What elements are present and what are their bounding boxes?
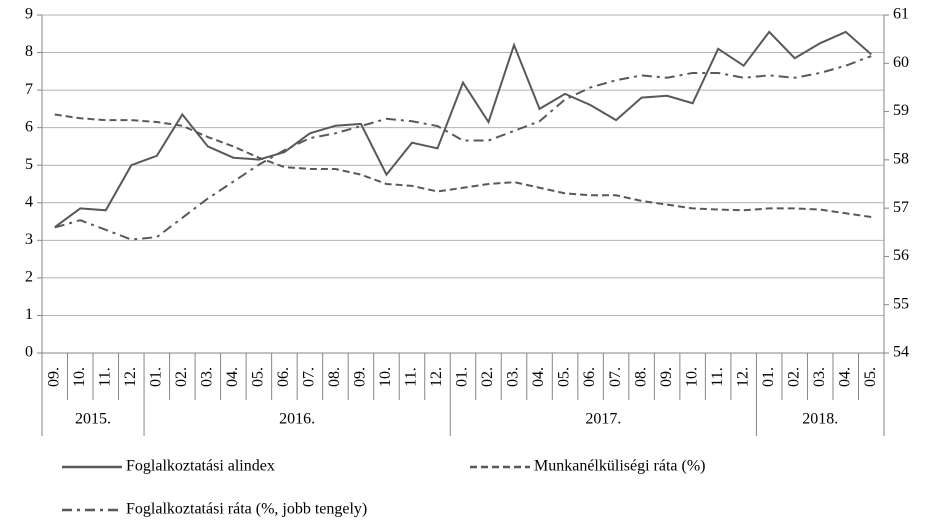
x-tick-label: 03. xyxy=(199,367,216,387)
y-tick-label: 5 xyxy=(25,156,33,173)
x-tick-label: 03. xyxy=(811,367,828,387)
x-tick-label: 09. xyxy=(352,367,369,387)
y2-tick-label: 60 xyxy=(893,54,909,71)
legend-label: Munkanélküliségi ráta (%) xyxy=(534,458,706,475)
y-tick-label: 3 xyxy=(25,231,33,248)
y2-tick-label: 55 xyxy=(893,295,909,312)
y-tick-label: 7 xyxy=(25,81,33,98)
x-tick-label: 12. xyxy=(122,367,139,387)
x-tick-label: 04. xyxy=(836,367,853,387)
x-tick-label: 11. xyxy=(709,367,726,386)
y-tick-label: 4 xyxy=(25,193,33,210)
x-tick-label: 12. xyxy=(734,367,751,387)
y2-tick-label: 61 xyxy=(893,6,909,23)
x-tick-label: 05. xyxy=(250,367,267,387)
year-label: 2018. xyxy=(802,411,838,428)
x-tick-label: 01. xyxy=(454,367,471,387)
y-tick-label: 8 xyxy=(25,43,33,60)
x-tick-label: 09. xyxy=(45,367,62,387)
x-tick-label: 02. xyxy=(173,367,190,387)
year-label: 2016. xyxy=(279,411,315,428)
x-tick-label: 05. xyxy=(862,367,879,387)
series-line xyxy=(54,30,872,228)
series-line xyxy=(54,113,872,219)
x-tick-label: 01. xyxy=(147,367,164,387)
y2-tick-label: 54 xyxy=(893,344,909,361)
x-tick-label: 02. xyxy=(785,367,802,387)
y2-tick-label: 58 xyxy=(893,151,909,168)
x-tick-label: 05. xyxy=(556,367,573,387)
x-tick-label: 08. xyxy=(326,367,343,387)
x-tick-label: 10. xyxy=(377,367,394,387)
legend-label: Foglalkoztatási alindex xyxy=(126,458,275,475)
x-tick-label: 06. xyxy=(581,367,598,387)
x-tick-label: 06. xyxy=(275,367,292,387)
x-tick-label: 10. xyxy=(683,367,700,387)
y-tick-label: 2 xyxy=(25,269,33,286)
y2-tick-label: 57 xyxy=(893,199,909,216)
x-tick-label: 10. xyxy=(71,367,88,387)
x-tick-label: 11. xyxy=(96,367,113,386)
x-tick-label: 03. xyxy=(505,367,522,387)
y-tick-label: 6 xyxy=(25,118,33,135)
x-tick-label: 07. xyxy=(607,367,624,387)
y-tick-label: 9 xyxy=(25,6,33,23)
year-label: 2017. xyxy=(585,411,621,428)
y2-tick-label: 59 xyxy=(893,102,909,119)
x-tick-label: 04. xyxy=(530,367,547,387)
series-line xyxy=(54,55,872,241)
x-tick-label: 02. xyxy=(479,367,496,387)
x-tick-label: 04. xyxy=(224,367,241,387)
year-label: 2015. xyxy=(75,411,111,428)
y2-tick-label: 56 xyxy=(893,247,909,264)
y-tick-label: 1 xyxy=(25,306,33,323)
x-tick-label: 07. xyxy=(301,367,318,387)
legend-label: Foglalkoztatási ráta (%, jobb tengely) xyxy=(126,501,367,518)
x-tick-label: 09. xyxy=(658,367,675,387)
x-tick-label: 08. xyxy=(632,367,649,387)
x-tick-label: 11. xyxy=(403,367,420,386)
x-tick-label: 12. xyxy=(428,367,445,387)
x-tick-label: 01. xyxy=(760,367,777,387)
y-tick-label: 0 xyxy=(25,344,33,361)
